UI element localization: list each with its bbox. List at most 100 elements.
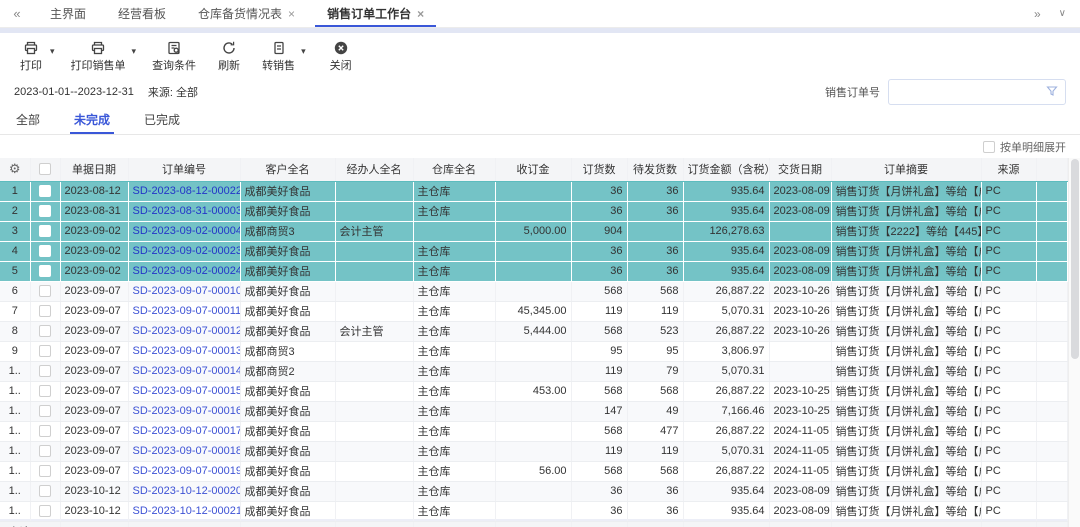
table-row[interactable]: 1.. 2023-10-12 SD-2023-10-12-00020 成都美好食… [0, 481, 1068, 501]
col-header-handler[interactable]: 经办人全名 [335, 158, 413, 181]
close-button[interactable]: 关闭 [324, 40, 358, 73]
order-number-link[interactable]: SD-2023-09-07-00018 [128, 441, 240, 461]
table-row[interactable]: 4 2023-09-02 SD-2023-09-02-00023 成都美好食品 … [0, 241, 1068, 261]
sales-order-no-input[interactable] [888, 79, 1066, 105]
table-row[interactable]: 6 2023-09-07 SD-2023-09-07-00010 成都美好食品 … [0, 281, 1068, 301]
cell-pending: 119 [627, 441, 683, 461]
tab-close-icon[interactable]: × [288, 7, 295, 21]
row-checkbox[interactable] [39, 385, 51, 397]
col-header-date[interactable]: 单据日期 [60, 158, 128, 181]
table-row[interactable]: 1.. 2023-09-07 SD-2023-09-07-00019 成都美好食… [0, 461, 1068, 481]
order-number-link[interactable]: SD-2023-10-12-00021 [128, 501, 240, 521]
col-header-summary[interactable]: 订单摘要 [831, 158, 981, 181]
table-row[interactable]: 1.. 2023-09-07 SD-2023-09-07-00018 成都美好食… [0, 441, 1068, 461]
convert-to-sale-button[interactable]: 转销售 ▾ [258, 40, 314, 73]
cell-date: 2023-09-07 [60, 381, 128, 401]
table-row[interactable]: 3 2023-09-02 SD-2023-09-02-00004 成都商贸3 会… [0, 221, 1068, 241]
order-number-link[interactable]: SD-2023-09-07-00011 [128, 301, 240, 321]
order-number-link[interactable]: SD-2023-09-07-00014 [128, 361, 240, 381]
table-row[interactable]: 8 2023-09-07 SD-2023-09-07-00012 成都美好食品 … [0, 321, 1068, 341]
table-row[interactable]: 1.. 2023-09-07 SD-2023-09-07-00015 成都美好食… [0, 381, 1068, 401]
refresh-button[interactable]: 刷新 [212, 40, 246, 73]
col-header-delivery[interactable]: 交货日期 [769, 158, 831, 181]
order-number-link[interactable]: SD-2023-09-07-00016 [128, 401, 240, 421]
cell-pending: 36 [627, 201, 683, 221]
cell-amount: 935.64 [683, 201, 769, 221]
table-row[interactable]: 1.. 2023-09-07 SD-2023-09-07-00017 成都美好食… [0, 421, 1068, 441]
order-number-link[interactable]: SD-2023-09-02-00004 [128, 221, 240, 241]
cell-source: PC [981, 441, 1036, 461]
col-header-pending[interactable]: 待发货数 [627, 158, 683, 181]
scrollbar-thumb[interactable] [1071, 159, 1079, 359]
row-checkbox[interactable] [39, 325, 51, 337]
order-number-link[interactable]: SD-2023-09-07-00010 [128, 281, 240, 301]
order-number-link[interactable]: SD-2023-09-02-00024 [128, 261, 240, 281]
column-settings-gear-icon[interactable]: ⚙ [9, 161, 21, 176]
print-button[interactable]: 打印 ▾ [14, 40, 63, 73]
tabs-dropdown-icon[interactable]: ∨ [1059, 8, 1066, 19]
row-checkbox[interactable] [39, 505, 51, 517]
row-checkbox[interactable] [39, 485, 51, 497]
row-checkbox[interactable] [39, 465, 51, 477]
query-conditions-button[interactable]: 查询条件 [148, 40, 200, 73]
row-checkbox[interactable] [39, 345, 51, 357]
row-checkbox[interactable] [39, 365, 51, 377]
tab-main-screen[interactable]: 主界面 [34, 0, 102, 27]
col-header-warehouse[interactable]: 仓库全名 [413, 158, 495, 181]
table-row[interactable]: 1.. 2023-09-07 SD-2023-09-07-00016 成都美好食… [0, 401, 1068, 421]
dropdown-caret-icon[interactable]: ▾ [50, 46, 55, 57]
status-tab-all[interactable]: 全部 [16, 111, 40, 134]
cell-customer: 成都商贸3 [240, 341, 335, 361]
order-number-link[interactable]: SD-2023-09-07-00012 [128, 321, 240, 341]
row-number: 1.. [0, 481, 30, 501]
row-checkbox[interactable] [39, 425, 51, 437]
dropdown-caret-icon[interactable]: ▾ [132, 46, 137, 57]
col-header-qty[interactable]: 订货数 [571, 158, 627, 181]
cell-summary: 销售订货【月饼礼盒】等给【成都美好食品】： [831, 341, 981, 361]
order-number-link[interactable]: SD-2023-09-07-00017 [128, 421, 240, 441]
order-number-link[interactable]: SD-2023-09-07-00019 [128, 461, 240, 481]
row-checkbox[interactable] [39, 265, 51, 277]
tab-warehouse-stock-report[interactable]: 仓库备货情况表 × [182, 0, 311, 27]
tab-sales-order-workbench[interactable]: 销售订单工作台 × [311, 0, 440, 27]
tab-business-dashboard[interactable]: 经营看板 [102, 0, 182, 27]
col-header-order-no[interactable]: 订单编号 [128, 158, 240, 181]
table-row[interactable]: 2 2023-08-31 SD-2023-08-31-00003 成都美好食品 … [0, 201, 1068, 221]
order-number-link[interactable]: SD-2023-10-12-00020 [128, 481, 240, 501]
order-number-link[interactable]: SD-2023-09-07-00015 [128, 381, 240, 401]
table-row[interactable]: 5 2023-09-02 SD-2023-09-02-00024 成都美好食品 … [0, 261, 1068, 281]
row-checkbox[interactable] [39, 445, 51, 457]
table-row[interactable]: 1 2023-08-12 SD-2023-08-12-00022 成都美好食品 … [0, 181, 1068, 201]
col-header-customer[interactable]: 客户全名 [240, 158, 335, 181]
col-header-amount[interactable]: 订货金额（含税） [683, 158, 769, 181]
row-checkbox[interactable] [39, 205, 51, 217]
row-checkbox[interactable] [39, 245, 51, 257]
dropdown-caret-icon[interactable]: ▾ [301, 46, 306, 57]
total-amount: 292,512.93 [683, 521, 769, 527]
row-checkbox[interactable] [39, 225, 51, 237]
status-tab-completed[interactable]: 已完成 [144, 111, 180, 134]
tabs-collapse-left-icon[interactable]: « [0, 0, 34, 27]
col-header-deposit[interactable]: 收订金 [495, 158, 571, 181]
select-all-checkbox[interactable] [39, 163, 51, 175]
status-tab-incomplete[interactable]: 未完成 [74, 111, 110, 134]
expand-by-detail-checkbox[interactable] [983, 141, 995, 153]
print-sales-order-button[interactable]: 打印销售单 ▾ [67, 40, 145, 73]
tab-close-icon[interactable]: × [417, 7, 424, 21]
filter-funnel-icon[interactable] [1046, 85, 1058, 100]
order-number-link[interactable]: SD-2023-08-31-00003 [128, 201, 240, 221]
vertical-scrollbar[interactable] [1068, 158, 1080, 527]
order-number-link[interactable]: SD-2023-09-07-00013 [128, 341, 240, 361]
col-header-source[interactable]: 来源 [981, 158, 1036, 181]
row-checkbox[interactable] [39, 305, 51, 317]
table-row[interactable]: 9 2023-09-07 SD-2023-09-07-00013 成都商贸3 主… [0, 341, 1068, 361]
table-row[interactable]: 1.. 2023-10-12 SD-2023-10-12-00021 成都美好食… [0, 501, 1068, 521]
order-number-link[interactable]: SD-2023-08-12-00022 [128, 181, 240, 201]
table-row[interactable]: 7 2023-09-07 SD-2023-09-07-00011 成都美好食品 … [0, 301, 1068, 321]
tabs-scroll-right-icon[interactable]: » [1034, 7, 1041, 21]
row-checkbox[interactable] [39, 405, 51, 417]
table-row[interactable]: 1.. 2023-09-07 SD-2023-09-07-00014 成都商贸2… [0, 361, 1068, 381]
order-number-link[interactable]: SD-2023-09-02-00023 [128, 241, 240, 261]
row-checkbox[interactable] [39, 285, 51, 297]
row-checkbox[interactable] [39, 185, 51, 197]
